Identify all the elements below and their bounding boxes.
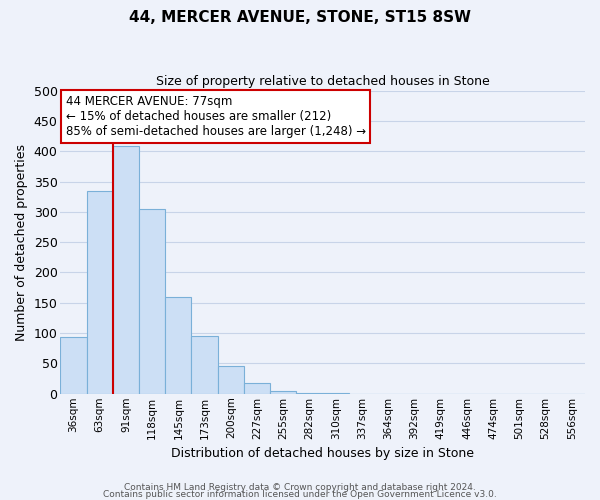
X-axis label: Distribution of detached houses by size in Stone: Distribution of detached houses by size … <box>171 447 474 460</box>
Bar <box>270 390 296 394</box>
Bar <box>296 392 323 394</box>
Bar <box>61 338 86 394</box>
Text: 44 MERCER AVENUE: 77sqm
← 15% of detached houses are smaller (212)
85% of semi-d: 44 MERCER AVENUE: 77sqm ← 15% of detache… <box>65 95 366 138</box>
Bar <box>218 366 244 394</box>
Text: Contains public sector information licensed under the Open Government Licence v3: Contains public sector information licen… <box>103 490 497 499</box>
Bar <box>86 190 113 394</box>
Y-axis label: Number of detached properties: Number of detached properties <box>15 144 28 340</box>
Text: 44, MERCER AVENUE, STONE, ST15 8SW: 44, MERCER AVENUE, STONE, ST15 8SW <box>129 10 471 25</box>
Bar <box>323 393 349 394</box>
Text: Contains HM Land Registry data © Crown copyright and database right 2024.: Contains HM Land Registry data © Crown c… <box>124 484 476 492</box>
Bar <box>191 336 218 394</box>
Title: Size of property relative to detached houses in Stone: Size of property relative to detached ho… <box>156 75 490 88</box>
Bar <box>165 296 191 394</box>
Bar <box>139 210 165 394</box>
Bar <box>244 383 270 394</box>
Bar <box>113 146 139 394</box>
